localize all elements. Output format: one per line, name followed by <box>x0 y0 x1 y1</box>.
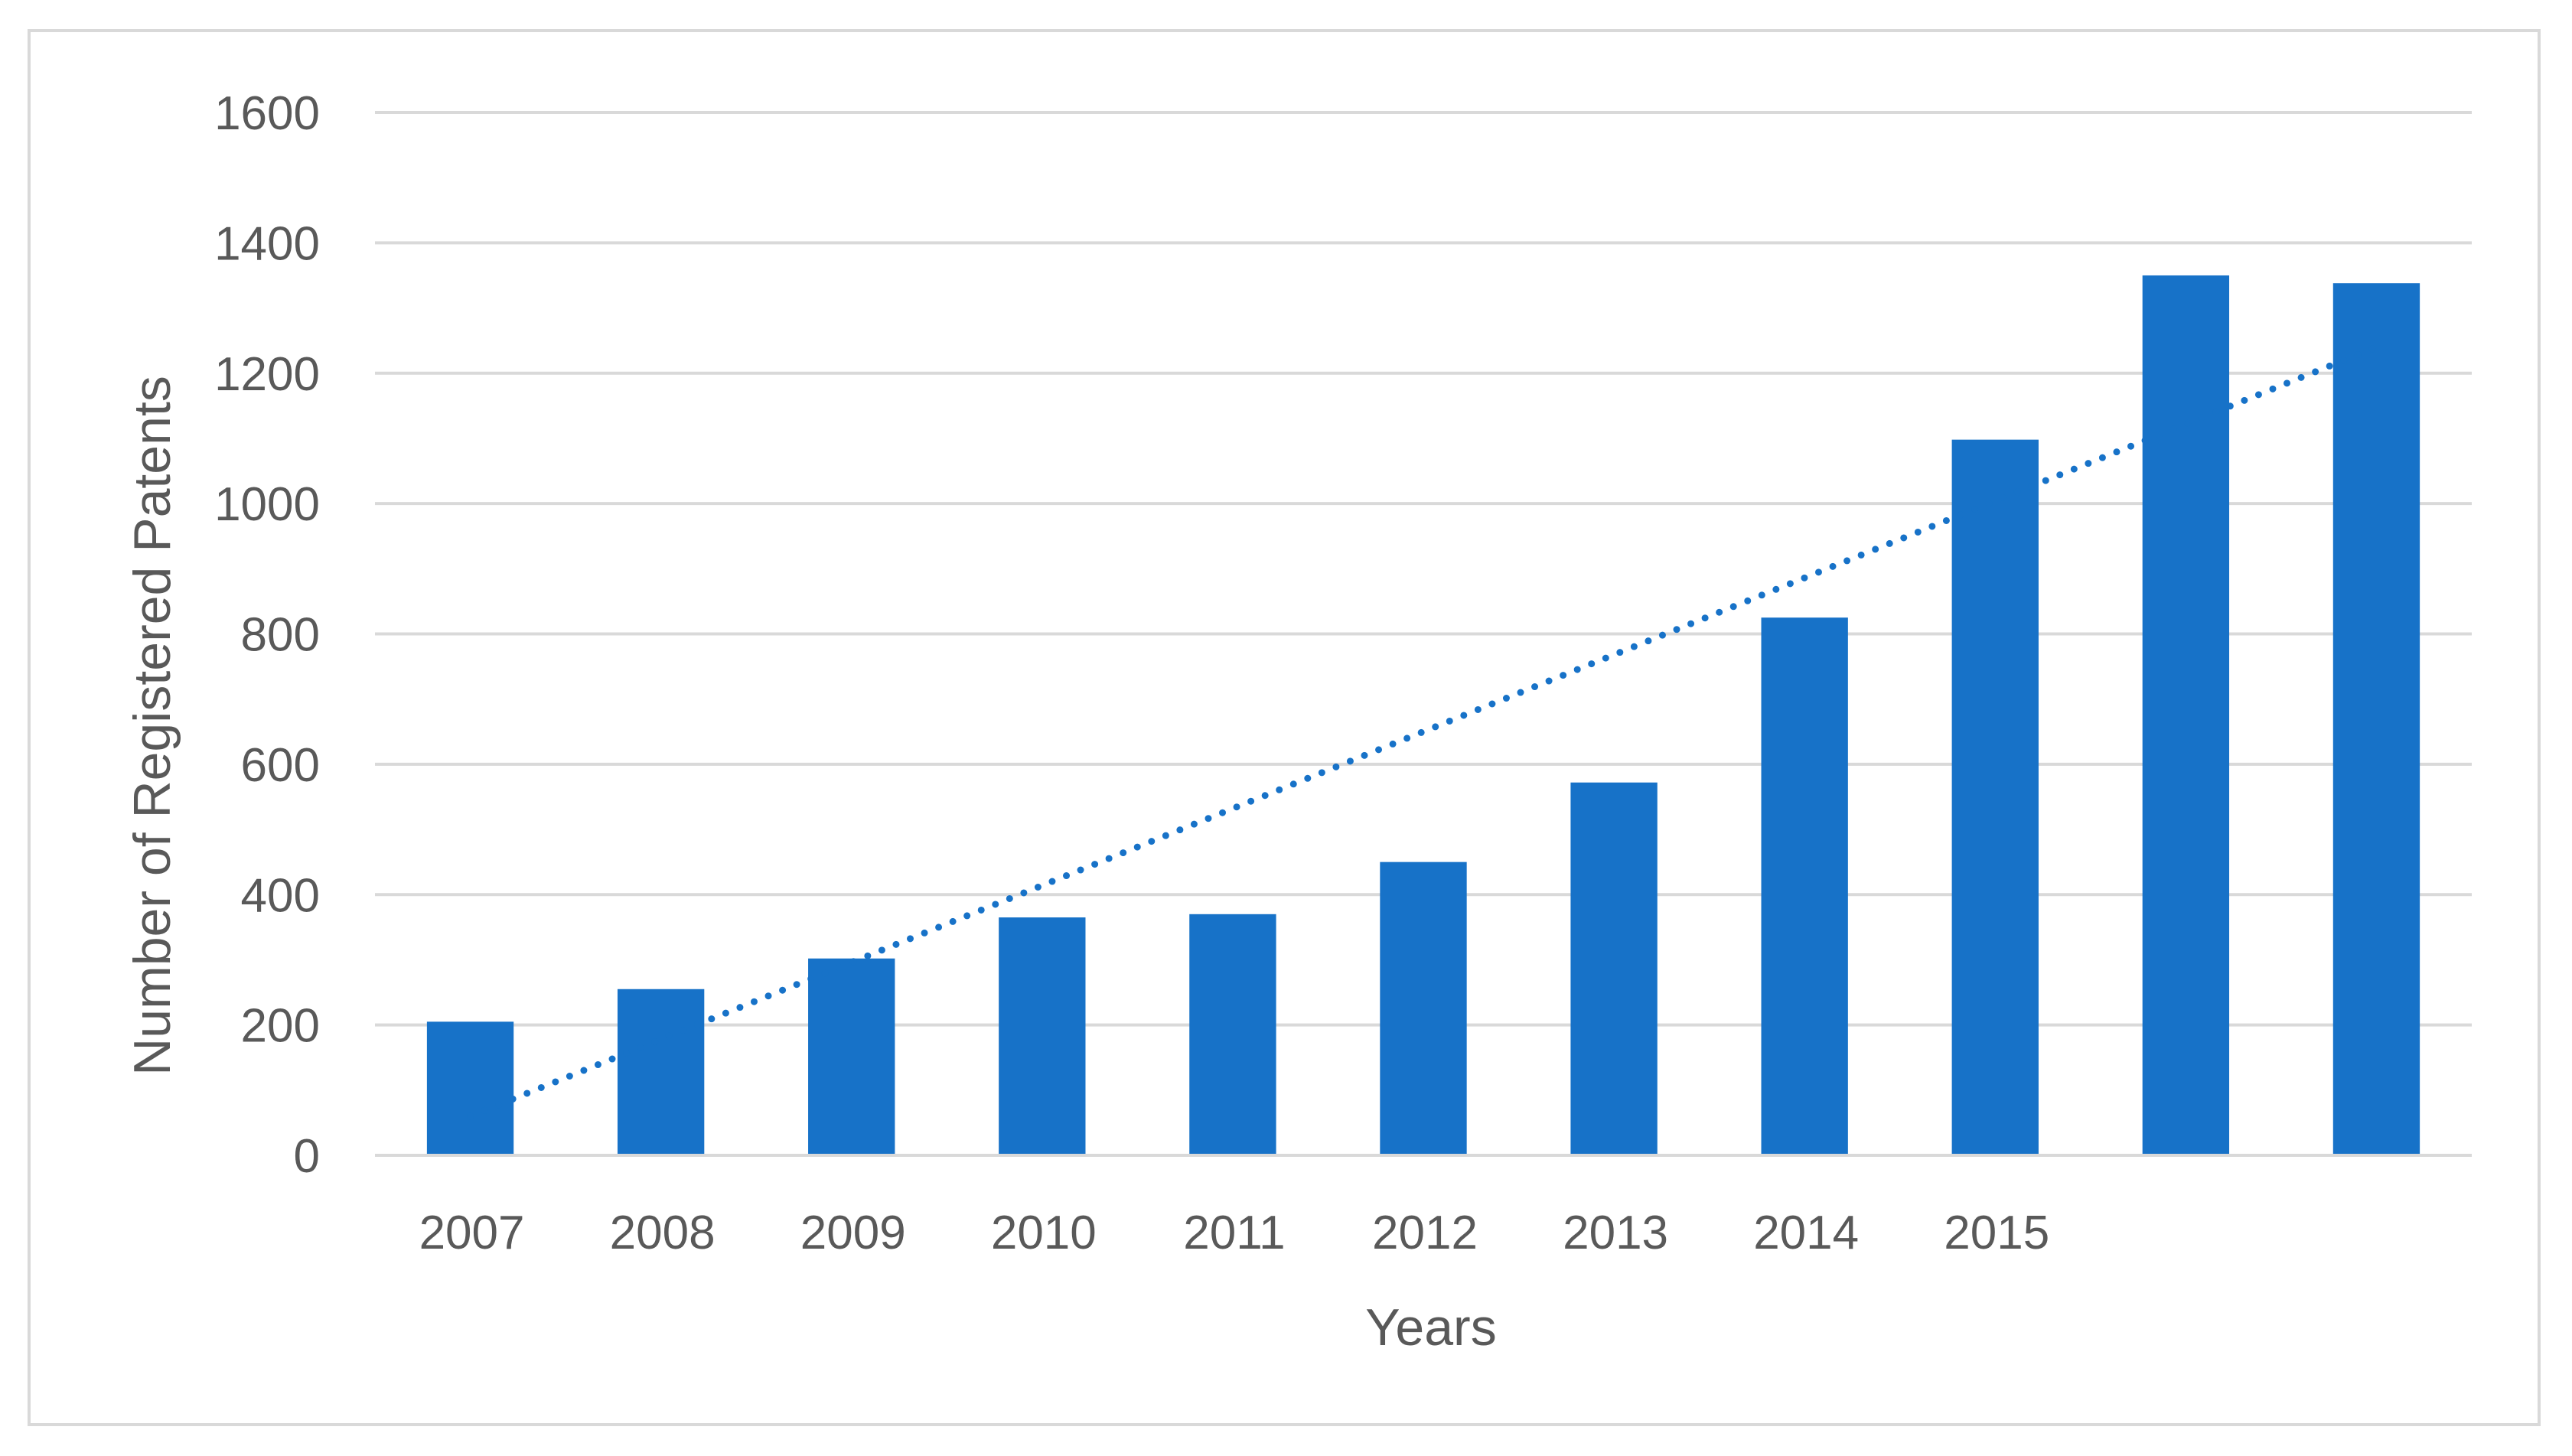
bar <box>2142 275 2230 1155</box>
y-tick-label: 600 <box>241 739 320 792</box>
y-tick-label: 1000 <box>214 478 320 531</box>
bar <box>1189 914 1276 1155</box>
x-tick-label: 2007 <box>419 1207 525 1259</box>
y-tick-label: 200 <box>241 1000 320 1053</box>
bar <box>1570 782 1658 1155</box>
trendline <box>467 344 2380 1120</box>
y-tick-label: 1200 <box>214 348 320 401</box>
x-tick-label: 2012 <box>1372 1207 1478 1259</box>
x-tick-label: 2009 <box>800 1207 906 1259</box>
y-tick-label: 1600 <box>214 87 320 140</box>
x-tick-label: 2013 <box>1563 1207 1668 1259</box>
y-tick-label: 800 <box>241 609 320 662</box>
bar <box>1761 617 1848 1155</box>
x-tick-label: 2008 <box>610 1207 716 1259</box>
x-axis-title: Years <box>1365 1298 1496 1357</box>
x-tick-label: 2014 <box>1753 1207 1859 1259</box>
chart-frame <box>28 29 2541 1426</box>
x-tick-label: 2011 <box>1183 1207 1285 1259</box>
x-tick-label: 2010 <box>991 1207 1097 1259</box>
y-tick-label: 400 <box>241 869 320 922</box>
bar <box>1951 439 2039 1155</box>
gridlines <box>375 111 2472 1027</box>
bar <box>617 989 705 1155</box>
bar <box>426 1021 514 1155</box>
bar <box>1380 862 1467 1155</box>
y-axis-tick-labels: 0 200 400 600 800 1000 1200 1400 1600 <box>214 87 320 1183</box>
bars <box>426 275 2420 1155</box>
y-tick-label: 1400 <box>214 217 320 270</box>
bar <box>999 917 1086 1155</box>
trendline-group <box>467 344 2380 1120</box>
bar <box>808 958 895 1155</box>
x-tick-label: 2015 <box>1944 1207 2049 1259</box>
y-axis-title: Number of Registered Patents <box>123 376 181 1076</box>
bar <box>2332 283 2420 1155</box>
y-tick-label: 0 <box>294 1130 320 1183</box>
x-axis-tick-labels: 2007 2008 2009 2010 2011 2012 2013 2014 2015 <box>419 1207 2050 1259</box>
